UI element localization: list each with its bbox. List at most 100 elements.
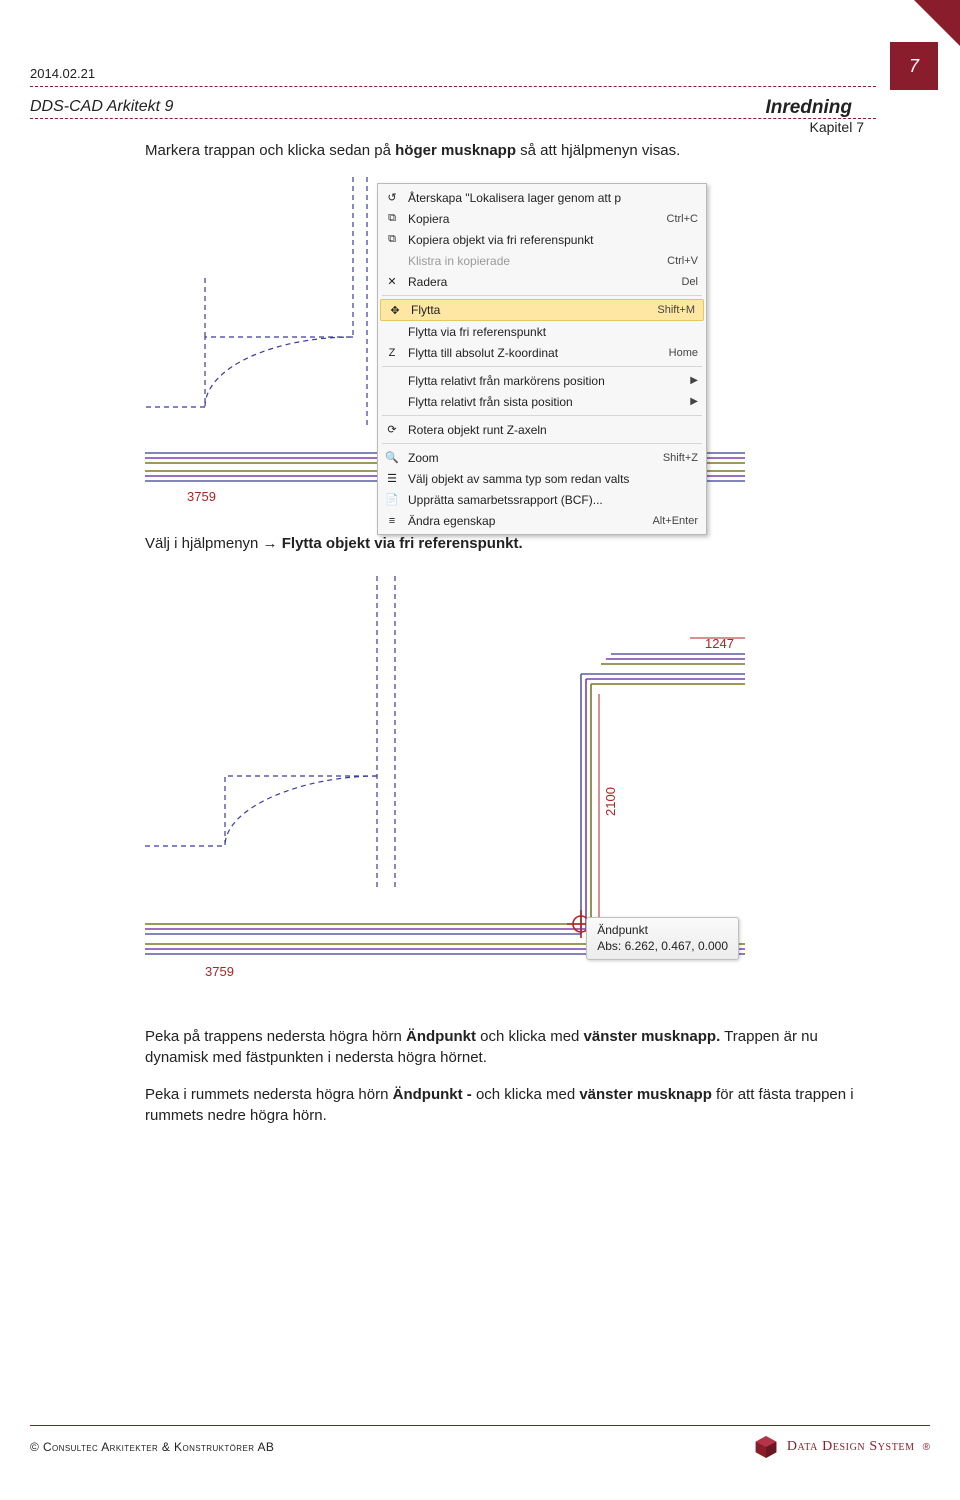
menu-item-shortcut: Alt+Enter <box>652 515 698 527</box>
delete-icon: ✕ <box>382 274 402 290</box>
menu-separator <box>382 443 702 444</box>
menu-item: Klistra in kopierade Ctrl+V <box>378 250 706 271</box>
menu-item[interactable]: 📄 Upprätta samarbetssrapport (BCF)... <box>378 489 706 510</box>
footer-rule <box>30 1425 930 1426</box>
registered-icon: ® <box>923 1442 930 1453</box>
menu-item-shortcut: Shift+M <box>657 304 695 316</box>
footer-brand-text: Data Design System <box>787 1439 915 1455</box>
menu-item-label: Ändra egenskap <box>408 514 646 528</box>
menu-item[interactable]: Z Flytta till absolut Z-koordinat Home <box>378 342 706 363</box>
p2-text-a: Välj i hjälpmenyn → <box>145 535 282 552</box>
move-icon: ✥ <box>385 302 405 318</box>
header-chapter: Inredning Kapitel 7 <box>724 97 864 135</box>
snap-tooltip: Ändpunkt Abs: 6.262, 0.467, 0.000 <box>586 917 739 960</box>
menu-item-label: Välj objekt av samma typ som redan valts <box>408 472 698 486</box>
menu-item-label: Klistra in kopierade <box>408 254 661 268</box>
footer-copyright: © Consultec Arkitekter & Konstruktörer A… <box>30 1440 274 1454</box>
p3-b: Ändpunkt <box>406 1028 476 1045</box>
p4-d: vänster musknapp <box>579 1086 712 1103</box>
props-icon: ≡ <box>382 513 402 529</box>
menu-item[interactable]: ⧉ Kopiera Ctrl+C <box>378 208 706 229</box>
p4-b: Ändpunkt - <box>393 1086 472 1103</box>
menu-item[interactable]: ✥ Flytta Shift+M <box>380 299 704 321</box>
rotate-icon: ⟳ <box>382 422 402 438</box>
fig2-dim-3759: 3759 <box>205 964 234 979</box>
menu-item-label: Flytta till absolut Z-koordinat <box>408 346 663 360</box>
p1-bold: höger musknapp <box>395 142 516 159</box>
menu-item[interactable]: Flytta relativt från sista position ▶ <box>378 391 706 412</box>
menu-item-label: Rotera objekt runt Z-axeln <box>408 423 698 437</box>
menu-item-label: Kopiera objekt via fri referenspunkt <box>408 233 698 247</box>
menu-item-shortcut: Shift+Z <box>663 452 698 464</box>
menu-item-label: Zoom <box>408 451 657 465</box>
menu-item-label: Flytta relativt från markörens position <box>408 374 684 388</box>
menu-item-shortcut: Ctrl+V <box>667 255 698 267</box>
menu-item-shortcut: Home <box>669 347 698 359</box>
restore-icon: ↺ <box>382 190 402 206</box>
tooltip-coords: Abs: 6.262, 0.467, 0.000 <box>597 938 728 954</box>
blank-icon <box>382 373 402 389</box>
menu-item[interactable]: 🔍 Zoom Shift+Z <box>378 447 706 468</box>
menu-item-label: Flytta via fri referenspunkt <box>408 325 698 339</box>
p3-c: och klicka med <box>476 1028 584 1045</box>
paragraph-1: Markera trappan och klicka sedan på höge… <box>145 140 864 161</box>
p1-text-c: så att hjälpmenyn visas. <box>516 142 680 159</box>
menu-separator <box>382 295 702 296</box>
context-menu[interactable]: ↺ Återskapa "Lokalisera lager genom att p… <box>377 183 707 535</box>
submenu-arrow-icon: ▶ <box>690 375 698 386</box>
paragraph-3: Peka på trappens nedersta högra hörn Änd… <box>145 1026 864 1068</box>
paragraph-4: Peka i rummets nedersta högra hörn Ändpu… <box>145 1084 864 1126</box>
menu-item[interactable]: ⟳ Rotera objekt runt Z-axeln <box>378 419 706 440</box>
footer-brand: Data Design System ® <box>753 1434 930 1460</box>
page-body: Markera trappan och klicka sedan på höge… <box>145 140 864 1142</box>
fig2-dim-2100: 2100 <box>603 787 618 816</box>
p3-d: vänster musknapp. <box>584 1028 721 1045</box>
paragraph-2: Välj i hjälpmenyn → Flytta objekt via fr… <box>145 533 864 554</box>
menu-item[interactable]: Flytta via fri referenspunkt <box>378 321 706 342</box>
copy-ref-icon: ⧉ <box>382 232 402 248</box>
menu-item[interactable]: Flytta relativt från markörens position ▶ <box>378 370 706 391</box>
p1-text-a: Markera trappan och klicka sedan på <box>145 142 395 159</box>
p4-c: och klicka med <box>472 1086 580 1103</box>
submenu-arrow-icon: ▶ <box>690 396 698 407</box>
header-date: 2014.02.21 <box>30 66 95 81</box>
z-icon: Z <box>382 345 402 361</box>
corner-triangle <box>914 0 960 46</box>
menu-item-label: Upprätta samarbetssrapport (BCF)... <box>408 493 698 507</box>
menu-item[interactable]: ⧉ Kopiera objekt via fri referenspunkt <box>378 229 706 250</box>
p2-bold: Flytta objekt via fri referenspunkt. <box>282 535 523 552</box>
p3-a: Peka på trappens nedersta högra hörn <box>145 1028 406 1045</box>
blank-icon <box>382 394 402 410</box>
header-rule-top <box>30 86 876 87</box>
menu-item[interactable]: ↺ Återskapa "Lokalisera lager genom att p <box>378 187 706 208</box>
menu-item-shortcut: Ctrl+C <box>667 213 698 225</box>
copy-icon: ⧉ <box>382 211 402 227</box>
select-icon: ☰ <box>382 471 402 487</box>
report-icon: 📄 <box>382 492 402 508</box>
menu-item[interactable]: ☰ Välj objekt av samma typ som redan valt… <box>378 468 706 489</box>
header-section: Inredning <box>765 97 852 118</box>
figure-2-cad-tooltip: 3759 1247 2100 Ändpunkt Abs: 6.262, 0.46… <box>145 576 745 996</box>
zoom-icon: 🔍 <box>382 450 402 466</box>
blank-icon <box>382 253 402 269</box>
p4-a: Peka i rummets nedersta högra hörn <box>145 1086 393 1103</box>
menu-item-label: Flytta <box>411 303 651 317</box>
header-chapter-label: Kapitel 7 <box>810 119 864 135</box>
menu-separator <box>382 366 702 367</box>
header-rule-bottom <box>30 118 876 119</box>
menu-item[interactable]: ≡ Ändra egenskap Alt+Enter <box>378 510 706 531</box>
menu-item-label: Radera <box>408 275 675 289</box>
header-product: DDS-CAD Arkitekt 9 <box>30 98 173 116</box>
figure-1-cad-menu: 3759 ↺ Återskapa "Lokalisera lager genom … <box>145 177 745 507</box>
menu-separator <box>382 415 702 416</box>
tooltip-title: Ändpunkt <box>597 922 728 938</box>
page-footer: © Consultec Arkitekter & Konstruktörer A… <box>30 1425 930 1460</box>
dds-logo-icon <box>753 1434 779 1460</box>
blank-icon <box>382 324 402 340</box>
menu-item-label: Återskapa "Lokalisera lager genom att p <box>408 191 698 205</box>
menu-item-label: Flytta relativt från sista position <box>408 395 684 409</box>
fig1-dim-3759: 3759 <box>187 489 216 504</box>
menu-item[interactable]: ✕RaderaDel <box>378 271 706 292</box>
menu-item-label: Kopiera <box>408 212 661 226</box>
page-number: 7 <box>890 42 938 90</box>
